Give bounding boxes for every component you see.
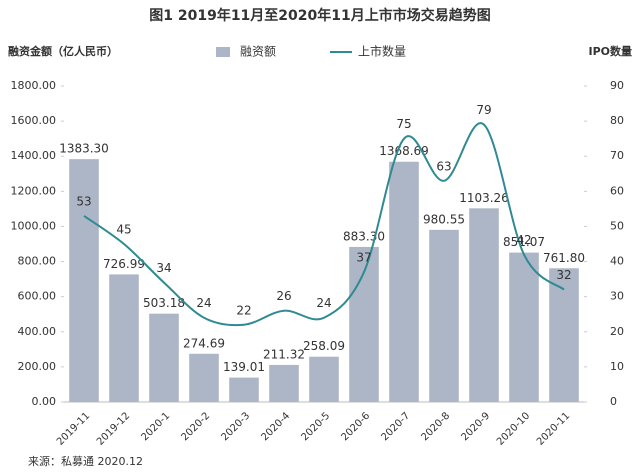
- x-tick-label: 2020-3: [219, 410, 252, 443]
- legend-label: 融资额: [240, 45, 276, 59]
- bar: [549, 268, 579, 402]
- y-tick-label: 1400.00: [11, 149, 57, 162]
- bar: [69, 159, 99, 402]
- source: 来源：私募通 2020.12: [28, 454, 143, 468]
- y-tick-label: 1800.00: [11, 79, 57, 92]
- y2-tick-label: 70: [610, 149, 624, 162]
- y-tick-label: 1000.00: [11, 219, 57, 232]
- bar: [189, 353, 219, 402]
- line-value-label: 34: [156, 261, 171, 275]
- y2-tick-label: 0: [610, 395, 617, 408]
- x-tick-label: 2020-11: [535, 410, 572, 447]
- y-tick-label: 0.00: [32, 395, 57, 408]
- bar-value-label: 503.18: [143, 296, 185, 310]
- line-value-label: 79: [476, 103, 491, 117]
- bar: [429, 229, 459, 402]
- y2-tick-label: 50: [610, 219, 624, 232]
- bar: [469, 208, 499, 402]
- bar-value-label: 258.09: [303, 339, 345, 353]
- x-tick-label: 2019-12: [95, 410, 132, 447]
- bar: [149, 313, 179, 402]
- bar-value-label: 139.01: [223, 360, 265, 374]
- x-tick-label: 2020-1: [139, 410, 172, 443]
- y-tick-label: 400.00: [18, 325, 57, 338]
- bar: [389, 161, 419, 402]
- y-tick-label: 800.00: [18, 255, 57, 268]
- bar-value-label: 211.32: [263, 347, 305, 361]
- x-tick-label: 2020-6: [339, 410, 372, 443]
- x-tick-label: 2020-4: [259, 410, 292, 443]
- bar-value-label: 980.55: [423, 212, 465, 226]
- bar-value-label: 851.07: [503, 235, 545, 249]
- y2-tick-label: 80: [610, 114, 624, 127]
- x-tick-label: 2019-11: [55, 410, 92, 447]
- bar: [229, 377, 259, 402]
- y-tick-label: 600.00: [18, 290, 57, 303]
- x-tick-label: 2020-2: [179, 410, 212, 443]
- y-tick-label: 1600.00: [11, 114, 57, 127]
- bar: [509, 252, 539, 402]
- y-tick-label: 200.00: [18, 360, 57, 373]
- bar-value-label: 1103.26: [459, 191, 509, 205]
- y-axis-label: 融资金额（亿人民币）: [8, 44, 118, 58]
- bar: [269, 364, 299, 402]
- line-value-label: 75: [396, 117, 411, 131]
- legend-label: 上市数量: [358, 44, 406, 59]
- line-value-label: 53: [76, 194, 91, 208]
- line-value-label: 32: [556, 268, 571, 282]
- line-value-label: 63: [436, 159, 451, 173]
- bar: [109, 274, 139, 402]
- y2-axis-label: IPO数量: [588, 44, 632, 58]
- bar-value-label: 883.30: [343, 229, 385, 243]
- y2-tick-label: 10: [610, 360, 624, 373]
- x-tick-label: 2020-8: [419, 410, 452, 443]
- bar: [309, 356, 339, 402]
- x-tick-label: 2020-10: [495, 410, 532, 447]
- y2-tick-label: 30: [610, 290, 624, 303]
- bar-value-label: 1368.69: [379, 144, 429, 158]
- x-tick-label: 2020-9: [459, 410, 492, 443]
- line-value-label: 22: [236, 303, 251, 317]
- y2-tick-label: 40: [610, 255, 624, 268]
- bar-value-label: 761.80: [543, 251, 585, 265]
- line: [83, 122, 565, 327]
- y-tick-label: 1200.00: [11, 184, 57, 197]
- y2-tick-label: 90: [610, 79, 624, 92]
- legend-swatch: [216, 47, 230, 57]
- y2-tick-label: 60: [610, 184, 624, 197]
- line-value-label: 45: [116, 223, 131, 237]
- x-tick-label: 2020-5: [299, 410, 332, 443]
- bar-value-label: 1383.30: [59, 142, 109, 156]
- chart-title: 图1 2019年11月至2020年11月上市市场交易趋势图: [149, 7, 491, 24]
- line-value-label: 42: [516, 233, 531, 247]
- line-value-label: 24: [316, 296, 331, 310]
- bar-value-label: 274.69: [183, 336, 225, 350]
- line-value-label: 26: [276, 289, 291, 303]
- line-value-label: 37: [356, 251, 371, 265]
- x-tick-label: 2020-7: [379, 410, 412, 443]
- bar-value-label: 726.99: [103, 257, 145, 271]
- line-value-label: 24: [196, 296, 211, 310]
- y2-tick-label: 20: [610, 325, 624, 338]
